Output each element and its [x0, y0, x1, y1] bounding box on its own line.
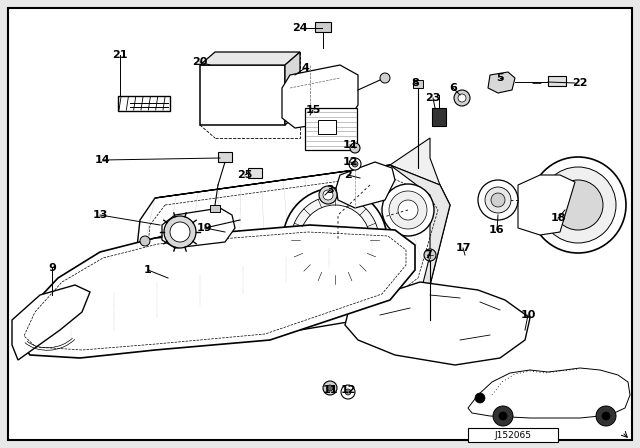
Polygon shape: [285, 52, 300, 125]
Text: 25: 25: [237, 170, 253, 180]
Circle shape: [458, 94, 466, 102]
Bar: [318, 120, 336, 134]
Bar: [218, 152, 232, 162]
Bar: [210, 205, 220, 212]
Polygon shape: [130, 165, 450, 335]
Text: 12: 12: [340, 385, 356, 395]
Polygon shape: [336, 162, 395, 208]
Polygon shape: [155, 138, 440, 198]
Text: 17: 17: [455, 243, 471, 253]
Circle shape: [349, 158, 361, 170]
Circle shape: [553, 180, 603, 230]
Bar: [432, 108, 446, 126]
Text: 4: 4: [301, 63, 309, 73]
Text: 23: 23: [426, 93, 441, 103]
Bar: [548, 76, 566, 86]
Text: 1: 1: [144, 265, 152, 275]
Bar: [315, 22, 331, 32]
Polygon shape: [468, 368, 630, 418]
Circle shape: [530, 157, 626, 253]
Text: 5: 5: [496, 73, 504, 83]
Polygon shape: [12, 285, 90, 360]
Polygon shape: [390, 165, 450, 315]
Circle shape: [350, 143, 360, 153]
Bar: [248, 168, 262, 178]
Circle shape: [540, 167, 616, 243]
Text: 9: 9: [48, 263, 56, 273]
Text: 11: 11: [342, 140, 358, 150]
Circle shape: [475, 393, 485, 403]
Polygon shape: [200, 65, 285, 125]
Polygon shape: [18, 225, 415, 358]
Circle shape: [283, 188, 387, 292]
Polygon shape: [282, 65, 358, 128]
Text: 11: 11: [323, 385, 338, 395]
Text: 22: 22: [572, 78, 588, 88]
Polygon shape: [162, 208, 235, 248]
Circle shape: [319, 186, 337, 204]
Circle shape: [493, 406, 513, 426]
Bar: [305, 108, 357, 150]
Bar: [468, 428, 558, 442]
Text: 3: 3: [326, 185, 334, 195]
Text: 7: 7: [424, 250, 432, 260]
Circle shape: [382, 184, 434, 236]
Circle shape: [323, 190, 333, 200]
Text: 20: 20: [192, 57, 208, 67]
Text: 12: 12: [342, 157, 358, 167]
Circle shape: [323, 381, 337, 395]
Text: J152065: J152065: [495, 431, 531, 439]
Text: 24: 24: [292, 23, 308, 33]
Circle shape: [499, 412, 507, 420]
Circle shape: [389, 191, 427, 229]
Text: 6: 6: [449, 83, 457, 93]
Bar: [118, 96, 170, 111]
Circle shape: [345, 389, 351, 395]
Circle shape: [596, 406, 616, 426]
Text: 19: 19: [197, 223, 213, 233]
Text: 13: 13: [92, 210, 108, 220]
Text: —: —: [531, 78, 541, 88]
Polygon shape: [518, 175, 575, 235]
Circle shape: [398, 200, 418, 220]
Text: 14: 14: [95, 155, 111, 165]
Circle shape: [478, 180, 518, 220]
Circle shape: [380, 73, 390, 83]
Circle shape: [291, 196, 379, 284]
Text: 21: 21: [112, 50, 128, 60]
Circle shape: [424, 249, 436, 261]
Polygon shape: [200, 52, 300, 65]
Circle shape: [341, 385, 355, 399]
Circle shape: [170, 222, 190, 242]
Circle shape: [327, 385, 333, 391]
Circle shape: [491, 193, 505, 207]
Text: 8: 8: [411, 78, 419, 88]
Circle shape: [485, 187, 511, 213]
Bar: [413, 80, 423, 88]
Circle shape: [164, 216, 196, 248]
Circle shape: [300, 205, 370, 275]
Polygon shape: [488, 72, 515, 93]
Circle shape: [602, 412, 610, 420]
Text: 10: 10: [520, 310, 536, 320]
Polygon shape: [345, 282, 530, 365]
Text: 16: 16: [489, 225, 505, 235]
Circle shape: [140, 236, 150, 246]
Text: 18: 18: [550, 213, 566, 223]
Circle shape: [352, 161, 358, 167]
Circle shape: [454, 90, 470, 106]
Text: 2: 2: [344, 170, 352, 180]
Text: 15: 15: [305, 105, 321, 115]
